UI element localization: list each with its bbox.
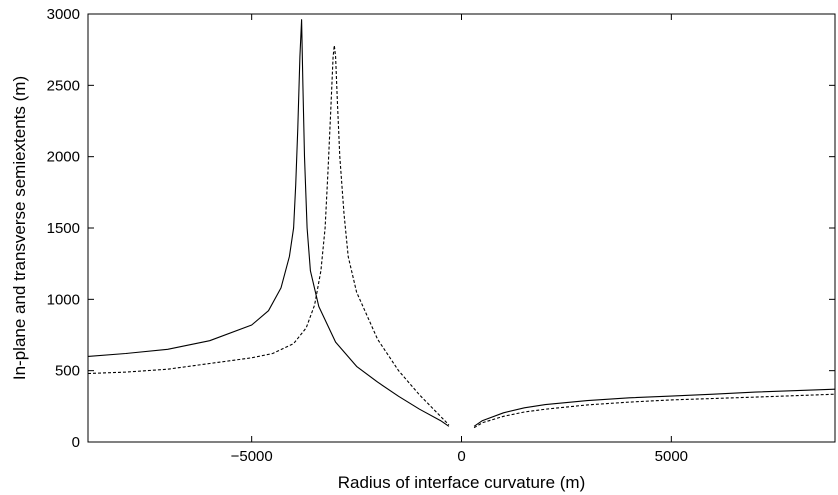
x-tick-label: 0	[457, 448, 465, 465]
y-tick-label: 1500	[47, 220, 80, 237]
x-axis-ticks: −5000 0 5000	[231, 14, 688, 465]
y-tick-label: 500	[55, 363, 80, 380]
x-axis-label: Radius of interface curvature (m)	[338, 473, 586, 492]
x-tick-label: −5000	[231, 448, 273, 465]
dashed-series-line-negative	[87, 44, 450, 426]
y-tick-label: 3000	[47, 6, 80, 23]
x-tick-label: 5000	[655, 448, 688, 465]
series-layer	[87, 19, 836, 429]
solid-series-line-negative	[87, 19, 450, 427]
y-tick-label: 2000	[47, 149, 80, 166]
y-tick-label: 0	[72, 434, 80, 451]
y-axis-label: In-plane and transverse semiextents (m)	[10, 76, 29, 380]
solid-series-line-positive	[473, 388, 836, 427]
y-axis-ticks: 0 500 1000 1500 2000 2500 3000	[47, 6, 835, 451]
dashed-series-line-positive	[473, 393, 836, 429]
y-tick-label: 2500	[47, 77, 80, 94]
plot-frame	[87, 13, 836, 443]
plot-area: −5000 0 5000 0 500 1000 1500 2000 2500 3000	[47, 6, 836, 465]
y-tick-label: 1000	[47, 291, 80, 308]
